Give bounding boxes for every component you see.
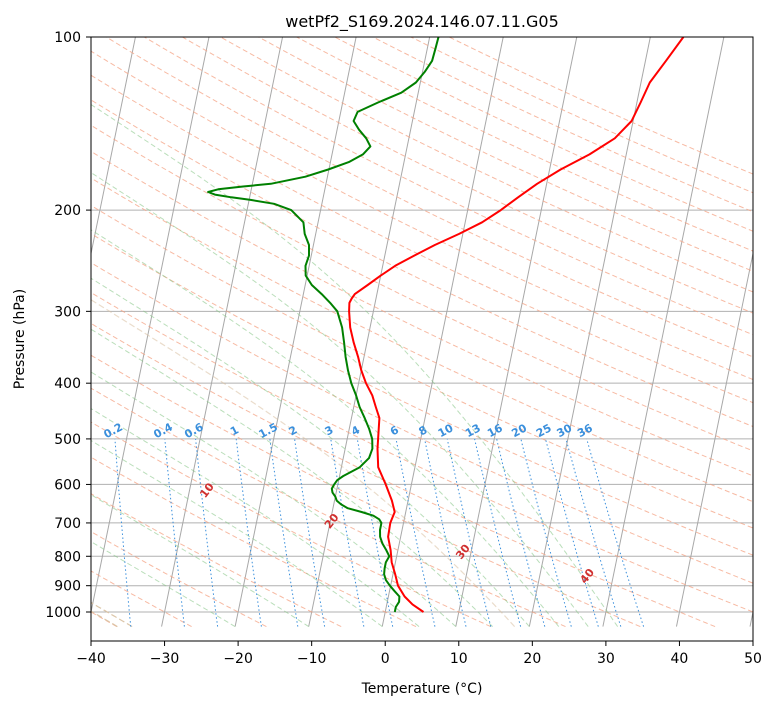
mixing-ratio-line xyxy=(195,438,219,627)
y-tick-label: 300 xyxy=(54,304,81,320)
dry-adiabat-line xyxy=(91,387,566,628)
plot-frame xyxy=(90,36,754,642)
x-tick-label: 20 xyxy=(523,651,541,667)
dry-adiabat-line xyxy=(91,177,753,503)
mixing-ratio-label: 36 xyxy=(575,421,595,440)
axes: −40 −30 −20 −10 0 10 20 30 40 50 1000 900 800 700 600 5… xyxy=(45,30,762,667)
y-tick-label: 500 xyxy=(54,432,81,448)
moist-adiabat-line xyxy=(91,494,309,628)
dry-adiabat-line xyxy=(91,322,716,628)
moist-adiabat-line xyxy=(91,103,619,627)
x-tick-label: 30 xyxy=(597,651,615,667)
isotherm-line xyxy=(381,37,504,627)
isotherm-line xyxy=(528,37,651,627)
mixing-ratio-line xyxy=(164,438,185,627)
mixing-ratio-line xyxy=(395,438,436,627)
dry-adiabat-line xyxy=(91,292,753,613)
moist-adiabat-line xyxy=(91,541,236,628)
mixing-ratio-label: 30 xyxy=(555,421,575,440)
mixing-ratio-line xyxy=(545,438,599,627)
x-tick-label: 0 xyxy=(381,651,390,667)
isotherm-line xyxy=(91,37,210,615)
dewpoint-line xyxy=(207,37,440,613)
isotherm-line xyxy=(602,37,725,627)
x-tick-label: 40 xyxy=(671,651,689,667)
mixing-ratio-label: 16 xyxy=(485,421,505,440)
mixing-ratio-line xyxy=(565,438,622,627)
mixing-ratio-line xyxy=(235,438,262,627)
auxiliary-curve-line xyxy=(91,299,516,628)
moist-adiabat-line xyxy=(91,407,420,627)
dry-adiabat-line xyxy=(91,531,267,628)
mixing-ratio-line xyxy=(520,438,572,627)
y-axis-label: Pressure (hPa) xyxy=(12,289,28,389)
x-tick-label: −40 xyxy=(76,651,106,667)
y-tick-label: 1000 xyxy=(45,605,81,621)
mixing-ratio-line xyxy=(474,438,522,627)
moist-adiabat-line xyxy=(91,328,493,627)
mixing-ratio-label: 25 xyxy=(534,421,554,440)
moist-adiabat-line xyxy=(91,172,589,627)
x-tick-label: 10 xyxy=(450,651,468,667)
y-tick-label: 100 xyxy=(54,30,81,46)
moist-adiabat-line xyxy=(91,371,457,627)
dry-adiabat-line xyxy=(91,354,641,628)
dry-adiabat-line xyxy=(91,262,753,584)
y-tick-label: 700 xyxy=(54,516,81,532)
mixing-ratio-line xyxy=(586,438,645,627)
isotherm-line xyxy=(675,251,753,627)
y-tick-label: 600 xyxy=(54,477,81,493)
chart-title: wetPf2_S169.2024.146.07.11.G05 xyxy=(285,12,559,32)
y-tick-label: 400 xyxy=(54,376,81,392)
y-tick-label: 800 xyxy=(54,549,81,565)
isotherm-line xyxy=(234,37,357,627)
x-tick-label: −20 xyxy=(223,651,253,667)
dry-adiabat-line xyxy=(91,421,492,628)
dry-adiabat-line xyxy=(91,204,753,529)
dry-adiabat-line xyxy=(91,124,753,452)
temperature-line xyxy=(348,37,685,613)
background-lines xyxy=(91,37,753,628)
profile-series xyxy=(207,37,685,613)
isotherm-line xyxy=(91,37,136,257)
moist-adiabat-line xyxy=(91,229,560,627)
x-tick-label: 50 xyxy=(744,651,762,667)
dry-adiabat-line xyxy=(91,493,342,628)
isotherm-line xyxy=(161,37,284,627)
mixing-ratio-label: 20 xyxy=(509,421,529,440)
x-axis-label: Temperature (°C) xyxy=(361,681,483,697)
y-tick-label: 900 xyxy=(54,579,81,595)
mixing-ratio-label: 13 xyxy=(463,421,483,440)
isotherm-line xyxy=(308,37,431,627)
x-tick-label: −30 xyxy=(150,651,180,667)
mixing-ratio-line xyxy=(424,438,467,627)
mixing-ratio-label: 10 xyxy=(436,421,456,440)
mixing-ratio-line xyxy=(446,438,492,627)
x-tick-label: −10 xyxy=(297,651,327,667)
mixing-ratio-line xyxy=(114,438,132,627)
moist-adiabat-line xyxy=(91,439,383,627)
dry-adiabat-line xyxy=(91,456,417,628)
y-tick-label: 200 xyxy=(54,203,81,219)
dry-adiabat-line xyxy=(91,99,753,428)
